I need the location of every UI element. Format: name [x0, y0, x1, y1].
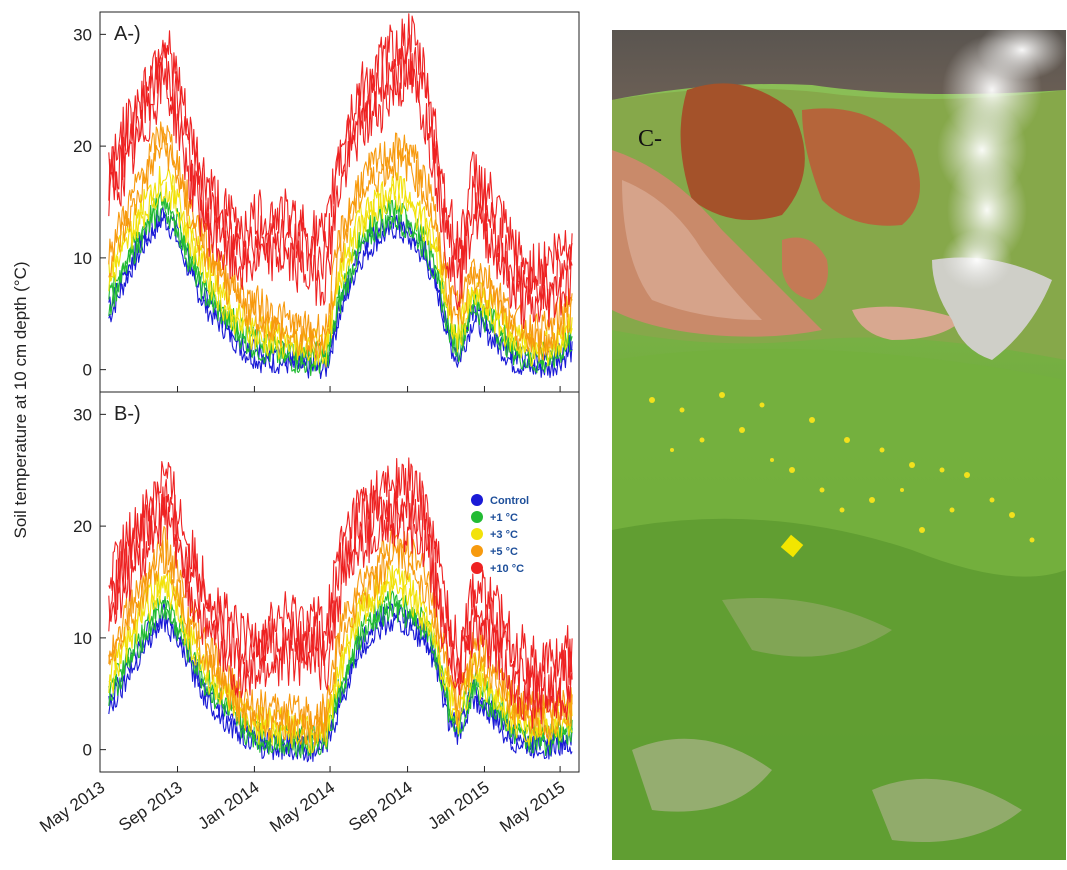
- legend-swatch: [471, 494, 483, 506]
- series-line--10-c: [108, 457, 573, 688]
- y-tick-label: 0: [83, 741, 92, 760]
- x-tick-label: Jan 2015: [425, 778, 493, 834]
- x-tick-label: Sep 2013: [115, 778, 186, 835]
- field-site-photo: C-: [612, 30, 1066, 860]
- legend-swatch: [471, 528, 483, 540]
- series-line--1-c: [108, 600, 573, 759]
- x-axis-ticks: May 2013 Sep 2013 Jan 2014 May 2014 Sep 2014…: [36, 386, 568, 836]
- x-tick-label: May 2013: [36, 778, 108, 836]
- panel-label: A-): [114, 23, 141, 45]
- y-tick-label: 10: [73, 249, 92, 268]
- series-line--10-c: [108, 56, 573, 329]
- legend-label: +3 °C: [490, 529, 518, 541]
- legend-label: +5 °C: [490, 546, 518, 558]
- legend-label: +10 °C: [490, 563, 524, 575]
- legend-swatch: [471, 562, 483, 574]
- soil-temperature-figure: 0 10 20 30 A-) 0 10 20 30 B-) Control +1 °C +3 °C +…: [11, 11, 580, 836]
- series-line--5-c: [108, 540, 573, 746]
- chart-legend: Control +1 °C +3 °C +5 °C +10 °C: [471, 494, 529, 575]
- series-line--10-c: [108, 479, 573, 710]
- geothermal-grassland-image: [612, 30, 1066, 860]
- legend-label: +1 °C: [490, 512, 518, 524]
- x-tick-label: May 2014: [266, 778, 338, 836]
- plot-frame: [99, 391, 580, 773]
- series-line--3-c: [108, 177, 573, 368]
- panel-b-chart: 0 10 20 30 B-): [73, 391, 580, 773]
- y-tick-label: 30: [73, 405, 92, 424]
- legend-swatch: [471, 545, 483, 557]
- y-tick-label: 10: [73, 629, 92, 648]
- series-line--1-c: [108, 191, 573, 366]
- y-tick-label: 20: [73, 517, 92, 536]
- x-tick-label: Jan 2014: [195, 778, 263, 834]
- y-tick-label: 20: [73, 137, 92, 156]
- y-tick-label: 0: [83, 361, 92, 380]
- panel-label: B-): [114, 403, 141, 425]
- legend-label: Control: [490, 495, 529, 507]
- series-line--5-c: [108, 121, 573, 348]
- y-axis-label: Soil temperature at 10 cm depth (°C): [11, 261, 30, 538]
- x-tick-label: Sep 2014: [345, 778, 416, 835]
- y-tick-label: 30: [73, 25, 92, 44]
- legend-swatch: [471, 511, 483, 523]
- panel-c-label: C-: [638, 126, 662, 152]
- x-tick-label: May 2015: [496, 778, 568, 836]
- series-line--10-c: [108, 13, 573, 295]
- series-line--10-c: [108, 493, 573, 729]
- panel-a-chart: 0 10 20 30 A-): [73, 11, 580, 393]
